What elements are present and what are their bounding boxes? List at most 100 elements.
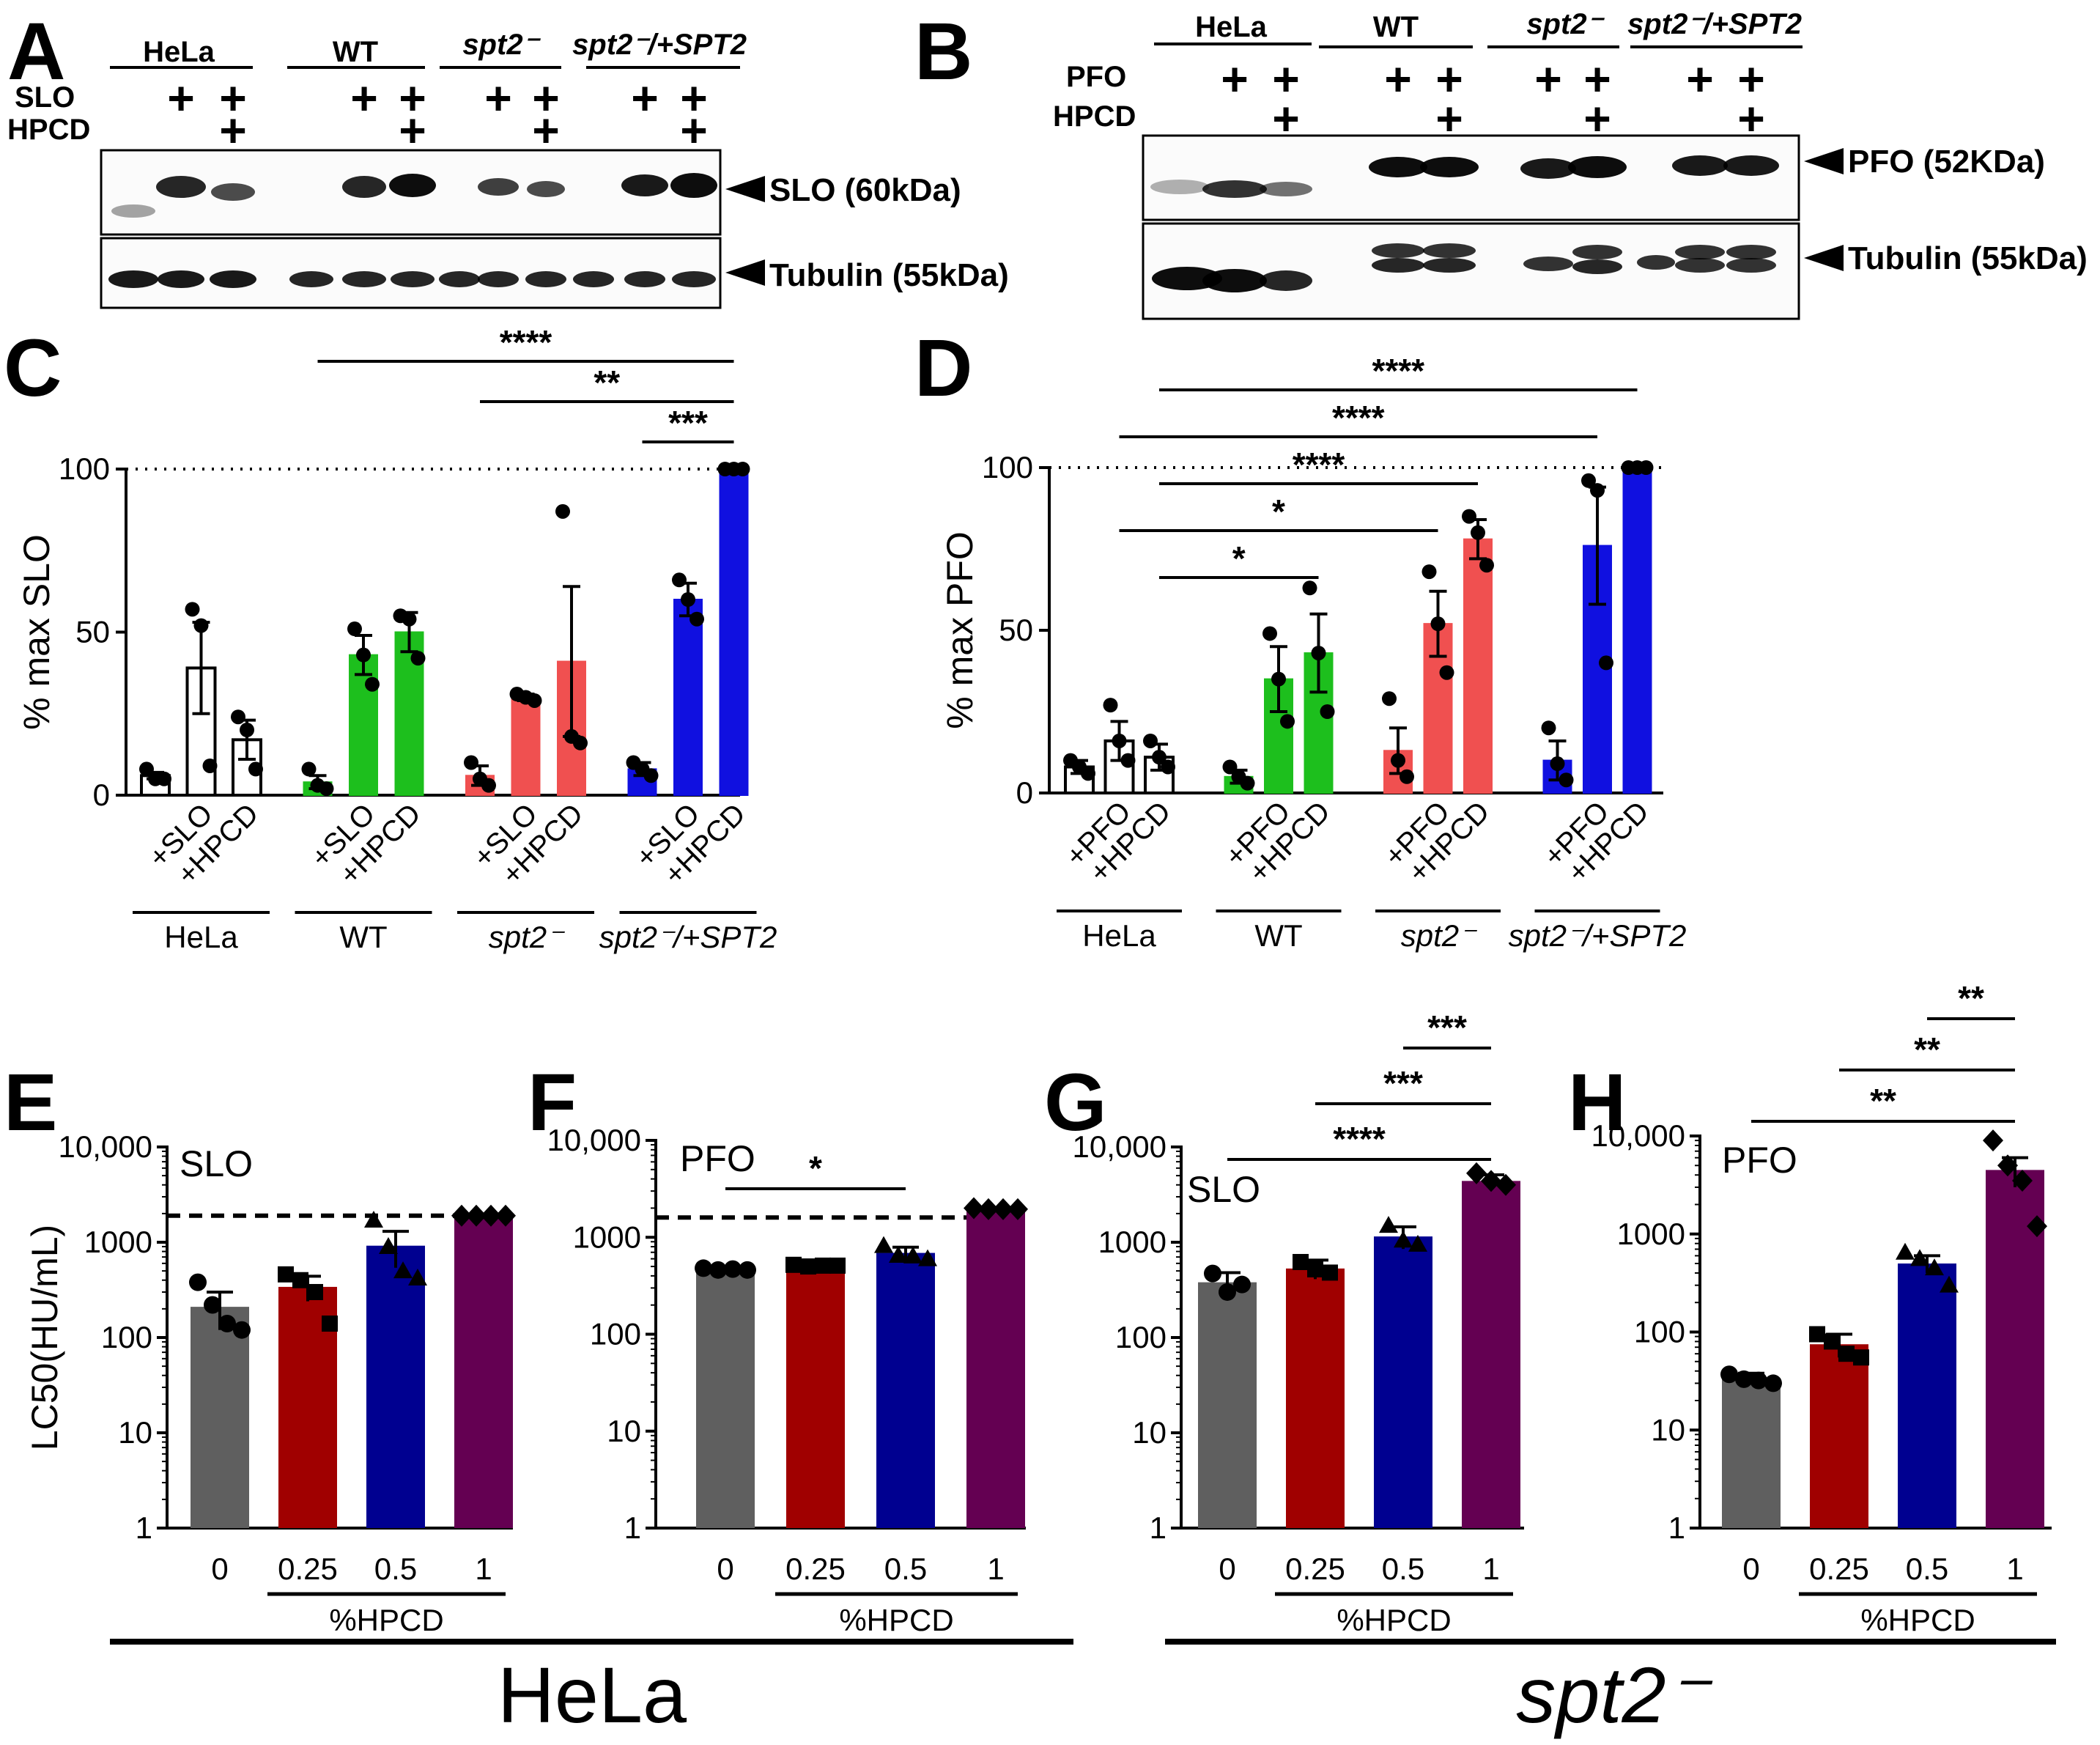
data-point [785,1256,802,1273]
bar [876,1253,935,1528]
bar [1198,1282,1257,1528]
data-point [319,781,334,797]
bar [454,1215,513,1528]
data-point [1735,1370,1753,1388]
blot-b-band-20 [1675,245,1725,259]
blot-a-plus-bottom-0: + [219,104,246,157]
chart-e: E LC50(HU/mL) 1 10 100 1000 10,000 SLO 0 0.25 0.5 1… [4,1058,516,1637]
significance-label: **** [1372,352,1424,390]
data-point [233,1321,251,1339]
data-point [681,592,695,607]
data-point [672,572,687,588]
data-point [1838,1346,1855,1362]
blot-a-plus-bottom-3: + [680,104,707,157]
chart-title: PFO [680,1138,755,1179]
bar [1722,1378,1781,1528]
data-point [1750,1371,1767,1390]
data-point [1479,558,1494,573]
bar [1304,652,1334,794]
x-tick-label: 0 [1742,1552,1759,1586]
blot-a-band-0 [111,204,155,218]
x-tick-label: 0 [211,1552,228,1586]
data-point [1439,665,1454,680]
x-tick-label: 0.25 [278,1552,338,1586]
significance-label: ** [594,364,620,402]
significance-label: * [809,1149,822,1187]
data-point [1161,759,1175,775]
blot-a-band-6 [527,181,565,197]
significance-label: **** [1333,1120,1386,1158]
data-point [1008,1198,1028,1220]
group-label: WT [339,920,387,954]
y-tick-label: 50 [75,615,110,649]
data-point [466,1204,487,1227]
data-point [1233,1275,1251,1294]
x-axis-label: %HPCD [1336,1603,1451,1637]
x-tick-label: 0.5 [884,1552,927,1586]
blot-b-band-18 [1572,259,1622,274]
blot-b-band-15 [1423,258,1476,273]
blot-b-row-hpcd: HPCD [1053,100,1136,133]
data-point [1280,714,1295,729]
blot-a-band-4 [389,174,436,197]
data-point [1408,1234,1427,1252]
data-point [1222,759,1238,775]
data-point [278,1266,294,1283]
data-point [379,1236,398,1254]
data-point [695,1259,712,1277]
blot-b-plus-top-0: + [1221,53,1248,106]
data-point [1824,1333,1840,1350]
x-tick-label: 1 [2006,1552,2023,1586]
bottom-label-spt2: spt2⁻ [1516,1650,1712,1739]
data-point [301,761,317,777]
blot-a-group-rescue: spt2⁻/+SPT2 [572,29,747,61]
x-tick-label: 0 [717,1552,733,1586]
chart-title: PFO [1722,1140,1797,1181]
panel-label-e: E [4,1058,57,1148]
y-tick-label: 1 [1150,1510,1167,1545]
data-point [724,1260,742,1278]
x-tick-label: 0.5 [1906,1552,1948,1586]
blot-a-plus-top-6: + [631,72,658,125]
blot-a-band-19 [624,271,665,287]
y-tick-label: 10 [118,1415,152,1450]
y-tick-label: 100 [59,451,110,486]
significance-label: **** [1293,446,1345,484]
x-tick-label: 0.25 [1809,1552,1869,1586]
bar [1463,538,1493,794]
y-tick-label: 100 [1634,1315,1685,1349]
data-point [1495,1173,1516,1196]
data-point [481,778,496,793]
data-point [2012,1169,2033,1192]
data-point [1293,1253,1309,1270]
data-point [1271,671,1286,687]
blot-b-band-16 [1523,257,1573,271]
group-label: HeLa [1082,918,1156,953]
blot-b-plus-top-7: + [1737,53,1764,106]
data-point [481,1204,501,1227]
data-point [1466,1162,1487,1184]
y-tick-label: 10 [607,1414,641,1448]
blot-a-band-label-slo: SLO (60kDa) [769,172,961,208]
y-tick-label: 10,000 [1073,1129,1167,1164]
x-tick-label: 0.5 [1382,1552,1424,1586]
bar [191,1307,249,1528]
blot-a-band-11 [210,270,256,288]
blot-b-band-8 [1723,155,1779,176]
blot-b-band-10 [1202,269,1267,292]
blot-a-band-5 [478,178,519,196]
blot-a-row-slo: SLO [15,81,75,114]
bar [696,1269,755,1528]
data-point [1307,1261,1323,1277]
data-point [1322,1264,1338,1281]
data-point [1152,750,1167,765]
data-point [1590,483,1605,498]
data-point [204,1296,221,1314]
y-tick-label: 10,000 [1591,1118,1685,1153]
significance-label: *** [668,404,708,442]
blot-a-band-3 [342,176,386,198]
x-tick-label: 0.25 [1285,1552,1345,1586]
group-label: spt2⁻/+SPT2 [1509,918,1687,953]
panel-label-g: G [1044,1058,1107,1148]
data-point [1394,1231,1413,1248]
